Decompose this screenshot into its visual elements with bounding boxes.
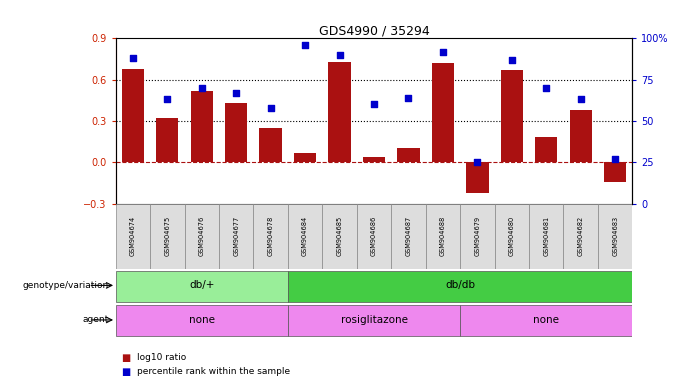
- Point: [575, 96, 586, 103]
- Bar: [150, 204, 184, 269]
- Text: db/db: db/db: [445, 280, 475, 290]
- Text: genotype/variation: genotype/variation: [22, 281, 109, 290]
- Bar: [328, 62, 351, 162]
- Text: GSM904674: GSM904674: [130, 216, 136, 256]
- Bar: [604, 162, 626, 182]
- Bar: [190, 91, 213, 162]
- Text: GSM904676: GSM904676: [199, 216, 205, 256]
- Bar: [363, 157, 385, 162]
- Point: [437, 48, 448, 55]
- Text: GSM904687: GSM904687: [405, 216, 411, 256]
- Title: GDS4990 / 35294: GDS4990 / 35294: [319, 24, 429, 37]
- Bar: [432, 63, 454, 162]
- Text: GSM904680: GSM904680: [509, 216, 515, 256]
- Text: ■: ■: [122, 353, 135, 363]
- Bar: [288, 204, 322, 269]
- Text: none: none: [189, 315, 215, 325]
- Bar: [570, 110, 592, 162]
- Bar: [535, 137, 558, 162]
- Bar: [116, 204, 150, 269]
- Point: [197, 85, 207, 91]
- Point: [162, 96, 173, 103]
- Point: [541, 85, 551, 91]
- Bar: [460, 305, 632, 336]
- Point: [369, 101, 379, 108]
- Bar: [156, 118, 178, 162]
- Text: agent: agent: [82, 315, 109, 324]
- Point: [610, 156, 621, 162]
- Text: none: none: [533, 315, 559, 325]
- Bar: [288, 271, 632, 302]
- Text: rosiglitazone: rosiglitazone: [341, 315, 407, 325]
- Bar: [116, 305, 288, 336]
- Text: GSM904681: GSM904681: [543, 216, 549, 256]
- Bar: [391, 204, 426, 269]
- Text: percentile rank within the sample: percentile rank within the sample: [137, 367, 290, 376]
- Bar: [225, 103, 248, 162]
- Bar: [426, 204, 460, 269]
- Bar: [254, 204, 288, 269]
- Text: GSM904685: GSM904685: [337, 216, 343, 256]
- Point: [472, 159, 483, 166]
- Bar: [466, 162, 488, 192]
- Point: [265, 105, 276, 111]
- Bar: [460, 204, 494, 269]
- Text: db/+: db/+: [189, 280, 214, 290]
- Point: [334, 52, 345, 58]
- Bar: [288, 305, 460, 336]
- Bar: [260, 128, 282, 162]
- Bar: [529, 204, 564, 269]
- Text: log10 ratio: log10 ratio: [137, 353, 186, 362]
- Text: GSM904679: GSM904679: [475, 216, 480, 256]
- Bar: [116, 271, 288, 302]
- Text: GSM904677: GSM904677: [233, 216, 239, 256]
- Text: ■: ■: [122, 367, 135, 377]
- Point: [127, 55, 138, 61]
- Bar: [322, 204, 357, 269]
- Bar: [184, 204, 219, 269]
- Text: GSM904684: GSM904684: [302, 216, 308, 256]
- Bar: [494, 204, 529, 269]
- Bar: [598, 204, 632, 269]
- Text: GSM904688: GSM904688: [440, 216, 446, 256]
- Text: GSM904683: GSM904683: [612, 216, 618, 256]
- Bar: [122, 69, 144, 162]
- Bar: [397, 149, 420, 162]
- Point: [403, 95, 414, 101]
- Bar: [357, 204, 391, 269]
- Point: [507, 57, 517, 63]
- Bar: [294, 152, 316, 162]
- Point: [300, 42, 311, 48]
- Point: [231, 90, 241, 96]
- Bar: [219, 204, 254, 269]
- Text: GSM904686: GSM904686: [371, 216, 377, 256]
- Text: GSM904678: GSM904678: [268, 216, 273, 256]
- Text: GSM904682: GSM904682: [578, 216, 583, 256]
- Text: GSM904675: GSM904675: [165, 216, 170, 256]
- Bar: [564, 204, 598, 269]
- Bar: [500, 70, 523, 162]
